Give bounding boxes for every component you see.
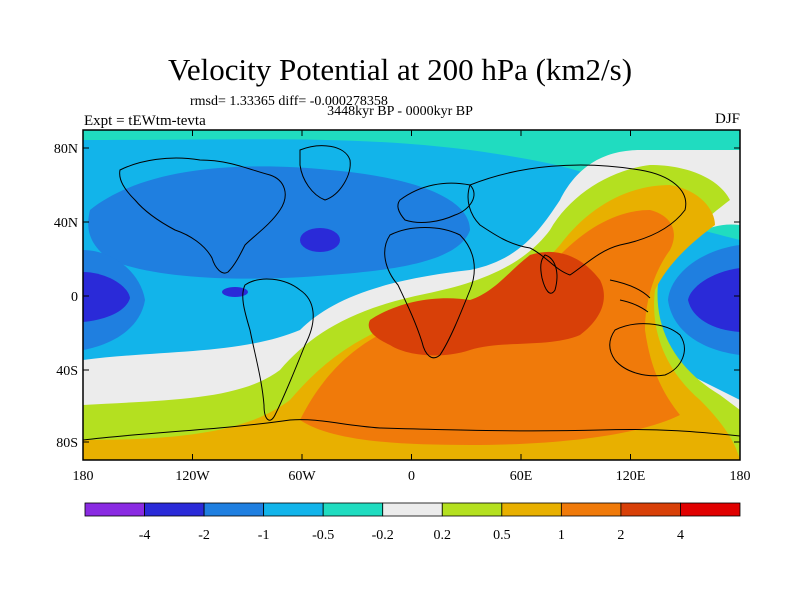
y-tick-label: 0 (71, 290, 78, 305)
colorbar-label: 0.2 (434, 528, 452, 543)
contour-band (222, 287, 248, 297)
colorbar-label: -4 (139, 528, 151, 543)
y-axis: 80N 40N 0 40S 80S (54, 142, 740, 451)
colorbar-label: 0.5 (493, 528, 511, 543)
colorbar-swatch (203, 502, 265, 517)
colorbar-label: -1 (258, 528, 270, 543)
coastlines (83, 145, 740, 441)
colorbar-swatch (144, 502, 205, 517)
contour-band (83, 130, 740, 240)
contour-band (300, 228, 340, 252)
rmsd-diff-label: rmsd= 1.33365 diff= -0.000278358 (190, 94, 388, 109)
x-tick-label: 120E (616, 469, 646, 484)
x-tick-label: 120W (175, 469, 210, 484)
y-tick-label: 40S (56, 364, 78, 379)
contour-band (88, 166, 471, 279)
y-tick-label: 80S (56, 436, 78, 451)
colorbar: -4 -2 -1 -0.5 -0.2 0.2 0.5 1 2 4 (84, 502, 741, 543)
colorbar-label: 1 (558, 528, 565, 543)
y-tick-label: 40N (54, 216, 78, 231)
x-tick-label: 180 (73, 469, 94, 484)
contour-band (688, 268, 740, 332)
x-tick-label: 0 (408, 469, 415, 484)
contour-band (368, 251, 604, 356)
colorbar-swatch (620, 502, 681, 517)
x-tick-label: 60W (288, 469, 316, 484)
colorbar-swatch (441, 502, 503, 517)
x-tick-label: 60E (510, 469, 533, 484)
colorbar-swatch (84, 502, 145, 517)
colorbar-swatch (560, 502, 622, 517)
experiment-label: Expt = tEWtm-tevta (84, 113, 206, 129)
colorbar-swatch (680, 502, 741, 517)
colorbar-label: 4 (677, 528, 684, 543)
y-tick-label: 80N (54, 142, 78, 157)
contour-field (83, 130, 740, 460)
colorbar-label: 2 (617, 528, 624, 543)
x-axis: 180 120W 60W 0 60E 120E 180 (73, 130, 751, 484)
x-tick-label: 180 (730, 469, 751, 484)
colorbar-label: -2 (198, 528, 210, 543)
season-label: DJF (714, 111, 740, 127)
colorbar-swatch (501, 502, 562, 517)
colorbar-label: -0.5 (312, 528, 334, 543)
colorbar-label: -0.2 (372, 528, 394, 543)
colorbar-swatch (382, 502, 443, 517)
colorbar-swatch (322, 502, 384, 517)
colorbar-swatch (263, 502, 324, 517)
contour-band (83, 272, 130, 322)
period-subtitle: 3448kyr BP - 0000kyr BP (327, 104, 473, 119)
map-title: Velocity Potential at 200 hPa (km2/s) (167, 52, 633, 87)
